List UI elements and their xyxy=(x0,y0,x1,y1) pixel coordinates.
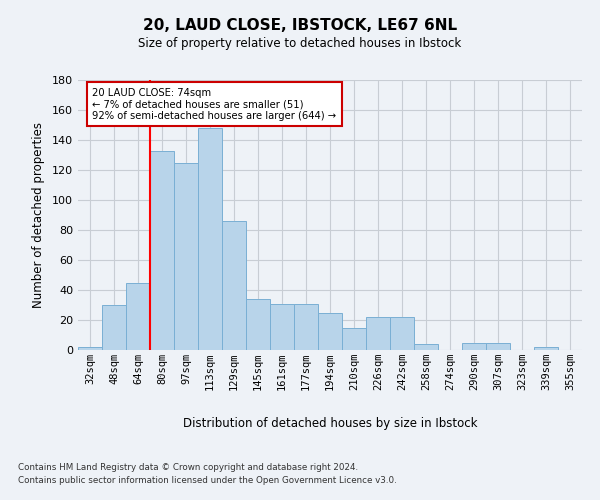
Text: Contains HM Land Registry data © Crown copyright and database right 2024.: Contains HM Land Registry data © Crown c… xyxy=(18,462,358,471)
Bar xyxy=(366,317,390,350)
Bar xyxy=(174,162,198,350)
Bar xyxy=(102,305,126,350)
Text: Size of property relative to detached houses in Ibstock: Size of property relative to detached ho… xyxy=(139,38,461,51)
Bar xyxy=(534,347,558,350)
Text: Contains public sector information licensed under the Open Government Licence v3: Contains public sector information licen… xyxy=(18,476,397,485)
Text: Distribution of detached houses by size in Ibstock: Distribution of detached houses by size … xyxy=(183,418,477,430)
Bar xyxy=(414,344,438,350)
Text: 20, LAUD CLOSE, IBSTOCK, LE67 6NL: 20, LAUD CLOSE, IBSTOCK, LE67 6NL xyxy=(143,18,457,32)
Bar xyxy=(246,299,270,350)
Bar xyxy=(78,347,102,350)
Bar xyxy=(294,304,318,350)
Bar xyxy=(126,282,150,350)
Bar xyxy=(318,312,342,350)
Bar xyxy=(342,328,366,350)
Bar xyxy=(390,317,414,350)
Bar xyxy=(222,221,246,350)
Y-axis label: Number of detached properties: Number of detached properties xyxy=(32,122,45,308)
Bar xyxy=(150,150,174,350)
Bar xyxy=(270,304,294,350)
Bar xyxy=(486,342,510,350)
Text: 20 LAUD CLOSE: 74sqm
← 7% of detached houses are smaller (51)
92% of semi-detach: 20 LAUD CLOSE: 74sqm ← 7% of detached ho… xyxy=(92,88,337,120)
Bar xyxy=(462,342,486,350)
Bar xyxy=(198,128,222,350)
